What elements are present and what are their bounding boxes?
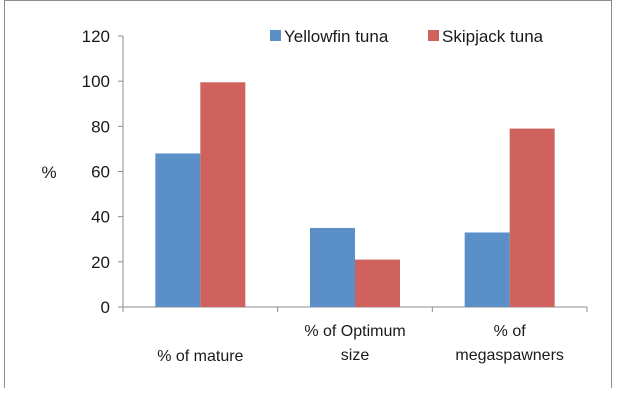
y-tick-label: 60 — [91, 163, 110, 182]
category-label: % of — [494, 323, 527, 340]
legend-label: Yellowfin tuna — [284, 27, 389, 46]
category-label: size — [341, 347, 370, 364]
bar-skipjack-tuna — [355, 259, 400, 307]
bar-yellowfin-tuna — [155, 153, 201, 307]
legend-swatch — [428, 30, 439, 41]
y-tick-label: 120 — [82, 27, 110, 46]
bars — [155, 82, 555, 307]
bar-skipjack-tuna — [200, 82, 246, 307]
chart-frame — [4, 0, 612, 388]
y-tick-label: 40 — [91, 208, 110, 227]
legend: Yellowfin tuna Skipjack tuna — [270, 27, 544, 46]
y-tick-label: 20 — [91, 253, 110, 272]
axes: 0 20 40 60 80 100 120% % of mature % of Optimum s… — [41, 27, 588, 365]
y-tick-label: 80 — [91, 117, 110, 136]
legend-swatch — [270, 30, 281, 41]
legend-label: Skipjack tuna — [442, 27, 544, 46]
y-tick-label: 100 — [82, 72, 110, 91]
bar-yellowfin-tuna — [310, 227, 355, 307]
category-label: % of mature — [157, 348, 243, 365]
y-axis-label: % — [41, 163, 56, 182]
bar-yellowfin-tuna — [464, 232, 510, 307]
category-label: megaspawners — [455, 347, 564, 364]
y-tick-label: 0 — [101, 298, 110, 317]
category-label: % of Optimum — [304, 323, 405, 340]
bar-skipjack-tuna — [509, 128, 555, 307]
